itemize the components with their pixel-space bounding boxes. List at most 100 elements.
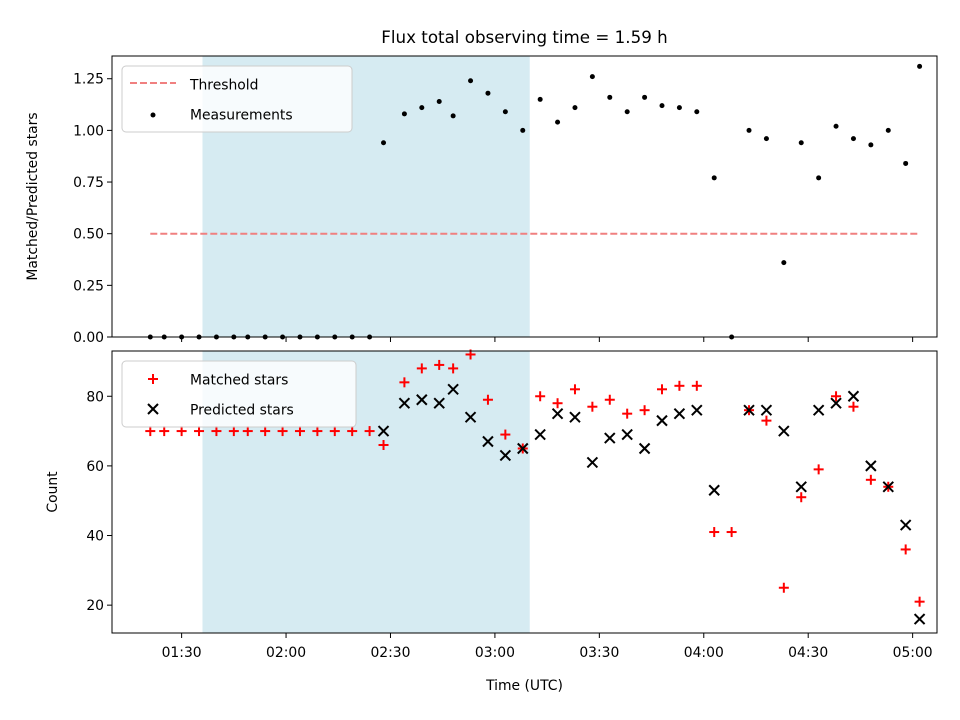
top-legend: Threshold Measurements — [121, 65, 353, 133]
measurement-point — [781, 260, 787, 266]
predicted-star-point-b — [638, 442, 651, 455]
matched-star-point — [294, 426, 305, 437]
matched-star-point — [535, 391, 546, 402]
legend-matched-swatch — [148, 374, 158, 384]
measurement-point — [401, 111, 407, 117]
matched-star-point — [211, 426, 222, 437]
top-axes-frame — [111, 55, 938, 338]
measurement-point — [419, 105, 425, 111]
bottom-legend-box — [121, 360, 357, 428]
matched-star-point — [228, 426, 239, 437]
bottom-y-tick-label: 80 — [86, 389, 104, 405]
bottom-x-tick-label: 03:00 — [475, 645, 515, 661]
matched-star-point — [399, 377, 410, 388]
predicted-star-point-b — [708, 484, 720, 496]
matched-star-point — [378, 440, 389, 450]
matched-star-point — [277, 426, 288, 437]
matched-star-point — [260, 426, 271, 437]
bottom-y-axis-label: Count — [45, 471, 61, 513]
bottom-plot-marks — [145, 349, 926, 625]
matched-star-point — [813, 464, 824, 475]
matched-star-point — [639, 405, 650, 416]
top-y-axis-label: Matched/Predicted stars — [25, 112, 41, 280]
predicted-star-point — [569, 411, 581, 423]
predicted-star-point — [913, 613, 926, 625]
predicted-star-point — [708, 484, 720, 496]
predicted-star-point-b — [830, 397, 842, 409]
measurement-point — [694, 109, 700, 115]
measurement-point — [763, 136, 769, 142]
matched-star-point — [416, 363, 427, 374]
legend-matched-label: Matched stars — [190, 373, 288, 389]
predicted-star-point — [517, 442, 529, 455]
top-y-tick-label: 0.00 — [73, 330, 104, 346]
matched-star-point — [831, 391, 842, 402]
predicted-star-point — [778, 425, 790, 437]
matched-star-point — [587, 401, 598, 412]
matched-star-point — [848, 401, 859, 412]
bottom-legend: Matched stars Predicted stars — [121, 360, 357, 428]
predicted-star-point — [812, 404, 825, 416]
measurement-point — [381, 140, 387, 146]
predicted-star-point-b — [691, 404, 703, 416]
measurement-point — [816, 175, 822, 181]
measurement-point — [917, 63, 923, 69]
matched-star-point — [796, 492, 807, 503]
top-y-tick-label: 0.25 — [73, 278, 104, 294]
bottom-axes-frame — [111, 350, 938, 634]
predicted-star-point — [433, 397, 445, 409]
matched-star-point — [159, 426, 170, 437]
measurement-point — [642, 94, 648, 100]
bottom-y-tick-label: 60 — [86, 459, 104, 475]
predicted-star-point-b — [865, 460, 877, 472]
top-x-ticks — [181, 337, 914, 342]
measurement-point — [589, 74, 595, 80]
bottom-x-tick-label: 05:00 — [893, 645, 933, 661]
measurement-point — [868, 142, 874, 148]
predicted-star-point-b — [847, 390, 860, 402]
measurement-point — [537, 96, 543, 102]
bottom-x-axis-label: Time (UTC) — [485, 678, 563, 694]
predicted-star-point — [534, 428, 546, 441]
legend-threshold-label: Threshold — [189, 78, 258, 94]
predicted-star-point-b — [377, 425, 390, 437]
matched-star-point — [569, 384, 580, 395]
predicted-star-point-b — [812, 404, 825, 416]
predicted-star-point — [899, 519, 912, 531]
bottom-x-tick-label: 01:30 — [162, 645, 202, 661]
matched-star-point — [242, 426, 253, 437]
matched-star-point — [657, 384, 667, 395]
measurement-point — [798, 140, 804, 146]
measurement-point — [850, 136, 856, 142]
predicted-star-point — [743, 404, 755, 416]
predicted-star-point — [499, 449, 512, 462]
legend-plus — [148, 374, 158, 384]
predicted-star-point — [416, 394, 428, 406]
legend-measurements-swatch — [150, 112, 156, 118]
legend-predicted-label: Predicted stars — [190, 403, 294, 419]
top-y-tick-label: 0.50 — [73, 227, 104, 243]
predicted-star-point — [673, 407, 686, 420]
predicted-star-point — [691, 404, 703, 416]
measurement-point — [746, 127, 752, 133]
matched-star-point — [865, 474, 876, 485]
bottom-y-tick-label: 40 — [86, 529, 104, 545]
matched-star-point — [145, 426, 156, 437]
top-plot-marks — [147, 63, 923, 340]
predicted-star-point — [447, 383, 459, 396]
matched-star-point — [552, 398, 563, 409]
predicted-star-point-b — [482, 435, 494, 448]
predicted-star-point — [865, 460, 877, 472]
measurement-point — [436, 98, 442, 104]
legend-measurements-label: Measurements — [190, 108, 293, 124]
predicted-star-point-b — [760, 404, 773, 416]
predicted-star-point-b — [447, 383, 459, 396]
measurement-point — [485, 90, 491, 96]
matched-star-point — [312, 426, 323, 437]
predicted-star-point-b — [899, 519, 912, 531]
predicted-star-point-b — [433, 397, 445, 409]
predicted-star-point-b — [499, 449, 512, 462]
matched-star-point — [434, 359, 445, 370]
